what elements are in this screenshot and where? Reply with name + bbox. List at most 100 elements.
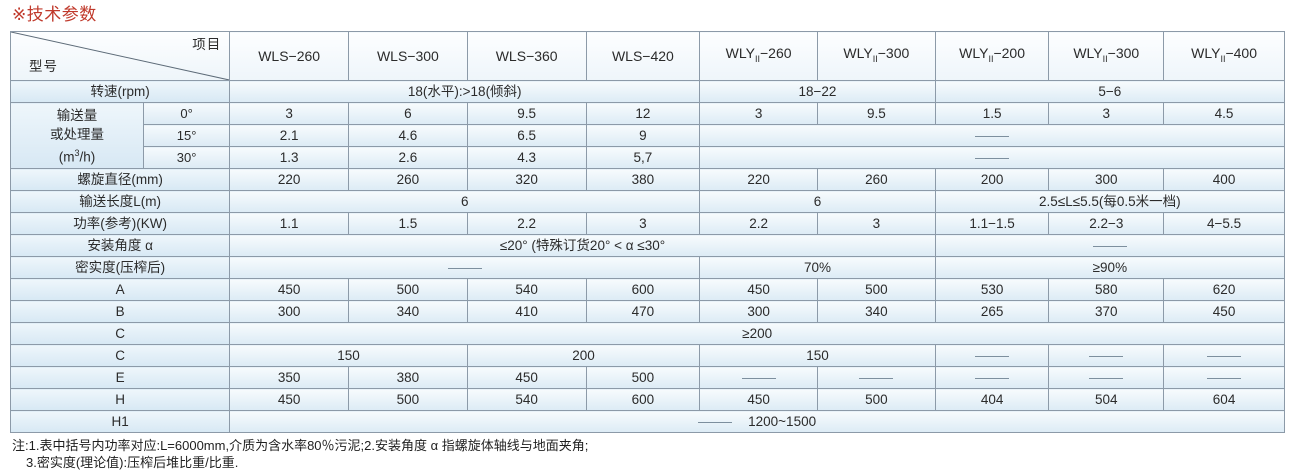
table-row-dim-h1: H1 1200~1500: [9, 410, 1285, 434]
speed-value-wly2-b: 5−6: [934, 80, 1286, 104]
model-suffix: −360: [526, 48, 558, 65]
not-applicable-dash-icon: [698, 421, 733, 423]
table-row-dim-b: B 300 340 410 470 300 340 265 370 450: [9, 300, 1285, 324]
table-row-density: 密实度(压榨后) 70% ≥90%: [9, 256, 1286, 280]
page-title: ※技术参数: [8, 0, 1283, 31]
power-wls-360: 2.2: [466, 212, 587, 236]
table-row-dim-e: E 350 380 450 500: [9, 366, 1285, 390]
diameter-wly2-400: 400: [1163, 168, 1285, 192]
capacity-0-wly2-260: 3: [699, 102, 818, 126]
diagonal-line-icon: [11, 32, 229, 80]
capacity-0-wly2-200: 1.5: [934, 102, 1050, 126]
dim-e-wly2-300b: [1048, 366, 1165, 390]
row-label-dim-a: A: [9, 278, 231, 302]
diameter-wly2-300a: 260: [816, 168, 936, 192]
model-base: WLY: [959, 45, 989, 62]
dim-c2-wly2-300b: [1048, 344, 1165, 368]
length-value-wls: 6: [229, 190, 701, 214]
diameter-wls-420: 380: [585, 168, 701, 192]
model-base: WLS: [258, 48, 289, 65]
model-base: WLY: [1073, 45, 1103, 62]
capacity-label-line2: 或处理量: [49, 126, 104, 142]
dim-e-wly2-260: [699, 366, 818, 390]
dim-c2-wly2-400: [1163, 344, 1285, 368]
dim-c2-wls-b: 200: [466, 344, 701, 368]
dim-e-wls-260: 350: [229, 366, 350, 390]
not-applicable-dash-icon: [741, 377, 776, 379]
speed-value-wly2-a: 18−22: [699, 80, 936, 104]
not-applicable-dash-icon: [975, 135, 1010, 137]
capacity-0-wly2-400: 4.5: [1163, 102, 1285, 126]
model-base: WLY: [725, 45, 755, 62]
dim-b-wly2-260: 300: [699, 300, 818, 324]
row-label-dim-b: B: [9, 300, 231, 324]
dim-h-wly2-200: 404: [934, 388, 1050, 412]
dim-e-wly2-400: [1163, 366, 1285, 390]
capacity-angle-15: 15°: [142, 124, 231, 148]
table-row-length: 输送长度L(m) 6 6 2.5≤L≤5.5(每0.5米一档): [9, 190, 1286, 214]
model-base: WLS: [611, 48, 643, 65]
diameter-wls-360: 320: [466, 168, 587, 192]
model-header-wls-300: WLS−300: [348, 31, 468, 82]
power-wls-420: 3: [585, 212, 701, 236]
dim-e-wly2-300a: [816, 366, 936, 390]
dim-b-wls-260: 300: [229, 300, 350, 324]
model-suffix: −300: [1107, 45, 1140, 62]
dim-e-wls-420: 500: [585, 366, 701, 390]
power-wly2-200: 1.1−1.5: [934, 212, 1050, 236]
table-header-row: 项目 型号 WLS−260 WLS−300 WLS−360 WLS−420 WL…: [9, 31, 1285, 82]
model-suffix: −200: [993, 45, 1026, 62]
power-wly2-400: 4−5.5: [1163, 212, 1285, 236]
install-angle-value: ≤20° (特殊订货20° < α ≤30°: [229, 234, 936, 258]
row-label-speed: 转速(rpm): [9, 80, 231, 104]
dim-b-wls-360: 410: [466, 300, 587, 324]
capacity-angle-0: 0°: [142, 102, 231, 126]
not-applicable-dash-icon: [1092, 245, 1127, 247]
dim-a-wls-360: 540: [466, 278, 587, 302]
table-row-speed: 转速(rpm) 18(水平):>18(倾斜) 18−22 5−6: [9, 80, 1286, 104]
dim-b-wly2-300a: 340: [816, 300, 936, 324]
dim-h-wls-300: 500: [348, 388, 468, 412]
model-header-wly2-300b: WLYII−300: [1048, 31, 1165, 82]
model-suffix: −260: [760, 45, 792, 62]
capacity-30-wls-300: 2.6: [348, 146, 468, 170]
model-subscript: II: [1102, 54, 1108, 65]
dim-a-wly2-300a: 500: [816, 278, 936, 302]
table-row-capacity-0: 输送量 或处理量 (m3/h) 0° 3 6 9.5 12 3 9.5 1.5 …: [10, 102, 1285, 170]
dim-b-wly2-200: 265: [934, 300, 1050, 324]
diameter-wly2-260: 220: [699, 168, 818, 192]
model-header-wly2-300a: WLYII−300: [816, 31, 936, 82]
density-wly2-b: ≥90%: [934, 256, 1286, 280]
density-wly2-a: 70%: [699, 256, 936, 280]
dim-a-wly2-260: 450: [699, 278, 818, 302]
capacity-15-wls-260: 2.1: [229, 124, 350, 148]
row-label-density: 密实度(压榨后): [9, 256, 231, 280]
section-title-text: 技术参数: [26, 5, 97, 24]
not-applicable-dash-icon: [1089, 377, 1124, 379]
model-header-wly2-400: WLYII−400: [1163, 31, 1285, 82]
row-label-dim-h: H: [9, 388, 231, 412]
power-wls-300: 1.5: [348, 212, 468, 236]
not-applicable-dash-icon: [1089, 355, 1124, 357]
length-value-wly2-a: 6: [699, 190, 936, 214]
table-row-dim-h: H 450 500 540 600 450 500 404 504 604: [9, 388, 1285, 412]
capacity-30-wly2-na: [699, 146, 1285, 170]
table-row-capacity-30: 30° 1.3 2.6 4.3 5,7: [11, 146, 1285, 170]
capacity-0-wly2-300a: 9.5: [816, 102, 936, 126]
table-row-power: 功率(参考)(KW) 1.1 1.5 2.2 3 2.2 3 1.1−1.5 2…: [9, 212, 1285, 236]
model-header-wly2-200: WLYII−200: [934, 31, 1050, 82]
dim-h-wly2-300a: 500: [816, 388, 936, 412]
dim-h-wls-260: 450: [229, 388, 350, 412]
row-label-power: 功率(参考)(KW): [9, 212, 231, 236]
capacity-15-wls-300: 4.6: [348, 124, 468, 148]
diameter-wls-260: 220: [229, 168, 350, 192]
diameter-wls-300: 260: [348, 168, 468, 192]
table-row-capacity-15: 15° 2.1 4.6 6.5 9: [11, 124, 1285, 148]
model-base: WLS: [495, 48, 527, 65]
dim-c2-wly2-a: 150: [699, 344, 936, 368]
dim-h1-range: 1200~1500: [748, 413, 817, 429]
model-header-wls-420: WLS−420: [585, 31, 701, 82]
not-applicable-dash-icon: [1207, 377, 1242, 379]
spec-page: ※技术参数 项目 型号: [8, 0, 1286, 470]
dim-b-wly2-400: 450: [1163, 300, 1285, 324]
